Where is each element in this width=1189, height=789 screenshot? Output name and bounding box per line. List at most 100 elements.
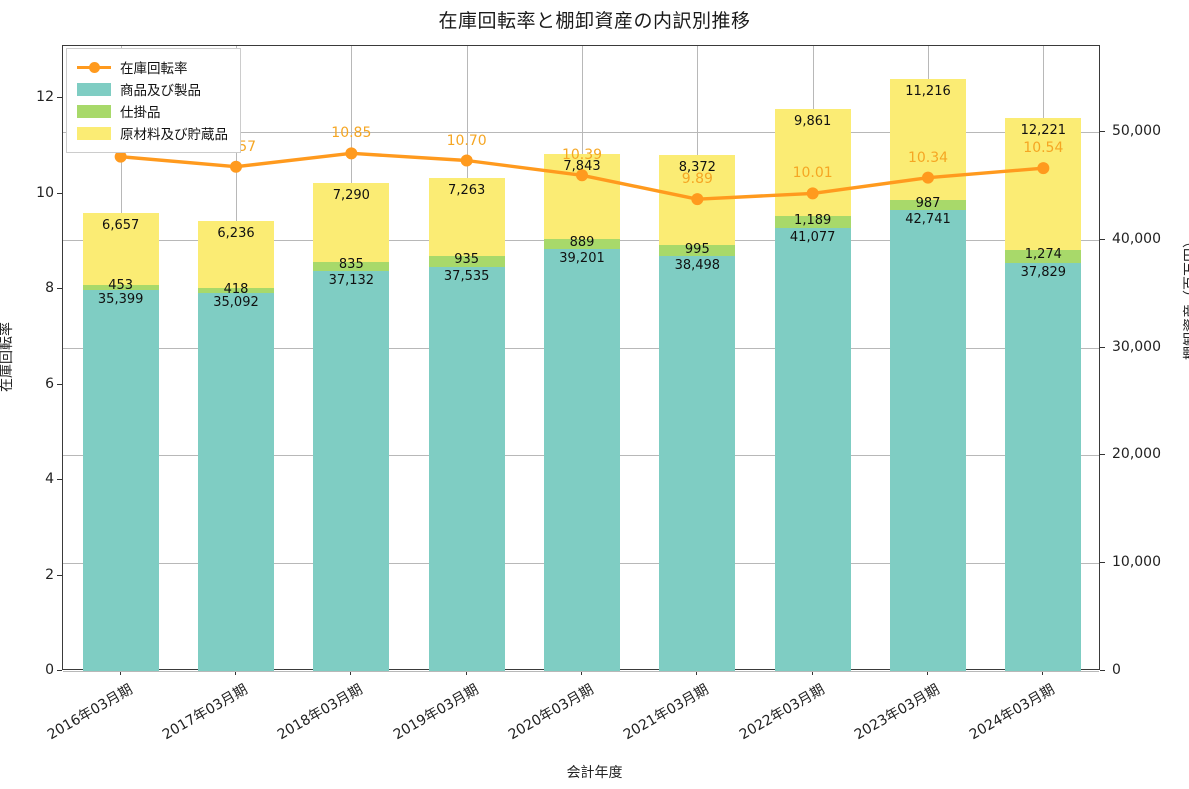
x-axis-tick-label: 2024年03月期 [967,681,1058,744]
segment-wip[interactable] [889,199,967,211]
segment-merchandise[interactable] [82,289,159,671]
x-axis-tick-label: 2022年03月期 [736,681,828,744]
line-marker[interactable] [1037,162,1050,175]
bar-value-label-merchandise: 41,077 [789,230,836,246]
line-marker[interactable] [691,193,704,206]
x-axis-tick [927,670,928,675]
bar-value-label-raw: 9,861 [794,114,832,130]
line-marker[interactable] [922,171,934,184]
bar-value-label-merchandise: 39,201 [559,250,605,266]
segment-wip[interactable] [428,256,505,267]
line-marker[interactable] [460,154,473,167]
bar-stack[interactable] [313,183,390,671]
bar-stack[interactable] [774,109,851,671]
bar-value-label-raw: 6,657 [102,217,140,233]
right-axis-tick [1100,454,1105,456]
chart-legend: 在庫回転率 商品及び製品 仕掛品 原材料及び貯蔵品 [66,48,241,153]
segment-merchandise[interactable] [889,210,967,671]
segment-raw-materials[interactable] [82,212,159,285]
right-axis-tick-label: 50,000 [1112,123,1161,140]
line-point-label: 10.01 [792,165,833,182]
segment-merchandise[interactable] [659,256,736,671]
bar-value-label-raw: 7,263 [448,183,486,199]
segment-merchandise[interactable] [428,266,505,671]
x-axis-tick [811,670,813,675]
right-axis-label: 棚卸資産（百万円） [1183,234,1189,360]
line-marker[interactable] [230,160,242,173]
segment-wip[interactable] [313,261,390,271]
gridline-horizontal [63,671,1099,672]
x-axis-tick-label: 2021年03月期 [621,681,712,744]
bar-value-label-wip: 987 [915,196,941,212]
bar-value-label-wip: 935 [454,252,480,268]
bar-stack[interactable] [82,212,159,671]
segment-wip[interactable] [659,245,736,257]
line-marker[interactable] [806,187,819,200]
segment-wip[interactable] [197,288,275,293]
line-marker[interactable] [345,147,358,160]
x-axis-tick-label: 2020年03月期 [505,681,597,744]
bar-stack[interactable] [659,155,736,671]
left-axis-tick-label: 4 [45,471,54,488]
legend-item-merchandise[interactable]: 商品及び製品 [77,78,228,100]
right-axis-tick [1100,670,1105,671]
left-axis-tick-label: 10 [36,184,54,201]
swatch-icon [77,126,111,140]
line-point-label: 10.85 [331,125,372,142]
left-axis-tick [57,670,62,671]
bar-value-label-merchandise: 38,498 [674,258,721,274]
x-axis-tick-label: 2023年03月期 [851,681,943,744]
x-axis-tick [235,670,236,675]
bar-value-label-merchandise: 35,399 [97,291,144,307]
segment-merchandise[interactable] [197,292,275,671]
right-axis-tick [1100,131,1105,133]
x-axis-tick-label: 2018年03月期 [275,681,366,744]
segment-wip[interactable] [774,215,851,229]
segment-merchandise[interactable] [774,228,851,671]
segment-raw-materials[interactable] [313,183,390,262]
gridline-horizontal [63,132,1099,134]
bar-value-label-merchandise: 42,741 [905,212,951,228]
legend-item-wip[interactable]: 仕掛品 [77,100,228,122]
bar-stack[interactable] [197,221,275,671]
bar-value-label-wip: 418 [223,281,249,297]
bar-value-label-wip: 1,274 [1024,247,1062,263]
segment-raw-materials[interactable] [1005,117,1082,250]
bar-stack[interactable] [543,154,621,671]
bar-stack[interactable] [428,178,505,671]
segment-merchandise[interactable] [543,248,621,671]
line-marker[interactable] [114,150,127,163]
left-axis-tick [57,574,62,576]
x-axis-tick-label: 2017年03月期 [159,681,251,744]
swatch-icon [77,82,111,96]
swatch-icon [77,104,111,118]
line-point-label: 10.34 [907,149,949,166]
x-axis-tick [350,670,352,675]
x-axis-tick [1042,670,1044,675]
line-marker-icon [77,56,111,78]
legend-item-raw[interactable]: 原材料及び貯蔵品 [77,122,228,144]
legend-label: 原材料及び貯蔵品 [120,127,228,143]
segment-wip[interactable] [1005,249,1082,264]
left-axis-tick [57,192,62,194]
x-axis-tick [581,670,582,675]
segment-raw-materials[interactable] [428,178,505,257]
segment-wip[interactable] [82,284,159,290]
bar-value-label-wip: 995 [684,241,710,257]
left-axis-tick [57,479,62,481]
segment-merchandise[interactable] [313,270,390,671]
segment-raw-materials[interactable] [543,154,621,239]
line-marker[interactable] [576,169,588,182]
legend-item-line[interactable]: 在庫回転率 [77,56,228,78]
segment-wip[interactable] [543,238,621,249]
bar-value-label-merchandise: 37,132 [328,272,375,288]
segment-merchandise[interactable] [1005,263,1082,671]
bar-value-label-wip: 1,189 [794,212,832,228]
bar-value-label-wip: 835 [338,257,364,273]
right-axis-tick-label: 40,000 [1112,230,1161,247]
segment-raw-materials[interactable] [197,221,275,289]
right-axis-tick-label: 10,000 [1112,554,1161,571]
bar-value-label-raw: 11,216 [905,83,951,99]
bar-stack[interactable] [1005,117,1082,671]
